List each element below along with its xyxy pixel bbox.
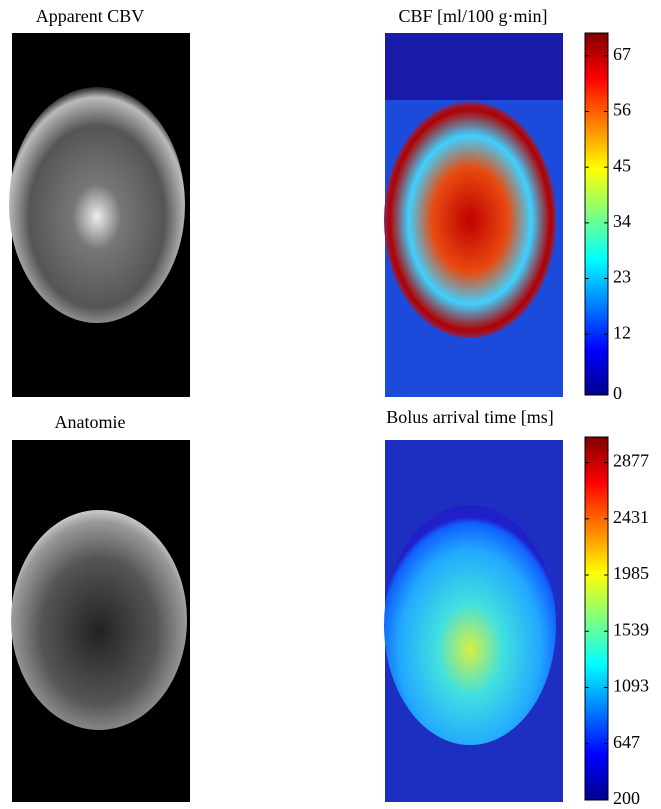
cbf-image: [384, 33, 563, 397]
tick-label: 45: [613, 155, 631, 175]
panel-title: Apparent CBV: [36, 6, 144, 26]
panel-title: Anatomie: [55, 412, 126, 432]
tick-label: 2877: [613, 451, 649, 471]
bat-image: [384, 440, 563, 802]
colorbar: [585, 33, 608, 395]
tick-label: 1985: [613, 563, 649, 583]
panel-title: Bolus arrival time [ms]: [386, 407, 553, 427]
tick-label: 56: [613, 100, 631, 120]
tick-label: 647: [613, 732, 640, 752]
colorbar: [585, 437, 608, 800]
tick-label: 1539: [613, 619, 649, 639]
cbv-image: [9, 33, 190, 397]
tick-label: 1093: [613, 676, 649, 696]
tick-label: 0: [613, 383, 622, 403]
tick-label: 34: [613, 211, 631, 231]
tick-label: 200: [613, 788, 640, 808]
figure: Apparent CBV CBF [ml/100 g·min] 0 12 23 34 45 5…: [0, 0, 661, 809]
tick-label: 2431: [613, 507, 649, 527]
tick-label: 67: [613, 44, 631, 64]
tick-label: 12: [613, 322, 631, 342]
anatomy-image: [11, 440, 190, 802]
panel-title: CBF [ml/100 g·min]: [398, 6, 547, 26]
tick-label: 23: [613, 267, 631, 287]
